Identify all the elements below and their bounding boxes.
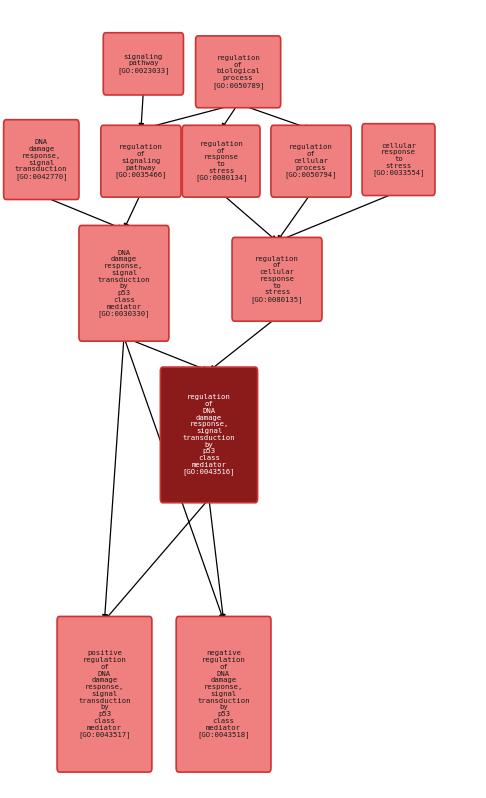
FancyBboxPatch shape	[4, 120, 79, 200]
Text: negative
regulation
of
DNA
damage
response,
signal
transduction
by
p53
class
med: negative regulation of DNA damage respon…	[197, 650, 250, 738]
FancyBboxPatch shape	[57, 616, 152, 772]
Text: positive
regulation
of
DNA
damage
response,
signal
transduction
by
p53
class
med: positive regulation of DNA damage respon…	[78, 650, 131, 738]
FancyBboxPatch shape	[362, 124, 435, 196]
Text: regulation
of
DNA
damage
response,
signal
transduction
by
p53
class
mediator
[GO: regulation of DNA damage response, signa…	[183, 394, 235, 476]
FancyBboxPatch shape	[232, 238, 322, 322]
Text: regulation
of
cellular
response
to
stress
[GO:0080135]: regulation of cellular response to stres…	[251, 255, 303, 303]
Text: regulation
of
biological
process
[GO:0050789]: regulation of biological process [GO:005…	[212, 55, 264, 89]
Text: DNA
damage
response,
signal
transduction
[GO:0042770]: DNA damage response, signal transduction…	[15, 140, 68, 180]
FancyBboxPatch shape	[271, 125, 351, 197]
FancyBboxPatch shape	[101, 125, 181, 197]
Text: regulation
of
cellular
process
[GO:0050794]: regulation of cellular process [GO:00507…	[285, 144, 337, 178]
FancyBboxPatch shape	[160, 367, 258, 503]
FancyBboxPatch shape	[79, 225, 169, 342]
Text: regulation
of
signaling
pathway
[GO:0035466]: regulation of signaling pathway [GO:0035…	[115, 144, 167, 178]
Text: cellular
response
to
stress
[GO:0033554]: cellular response to stress [GO:0033554]	[372, 143, 425, 176]
FancyBboxPatch shape	[103, 33, 183, 95]
FancyBboxPatch shape	[195, 36, 281, 108]
FancyBboxPatch shape	[176, 616, 271, 772]
FancyBboxPatch shape	[182, 125, 260, 197]
Text: signaling
pathway
[GO:0023033]: signaling pathway [GO:0023033]	[117, 53, 170, 74]
Text: DNA
damage
response,
signal
transduction
by
p53
class
mediator
[GO:0030330]: DNA damage response, signal transduction…	[98, 250, 150, 317]
Text: regulation
of
response
to
stress
[GO:0080134]: regulation of response to stress [GO:008…	[195, 141, 247, 181]
